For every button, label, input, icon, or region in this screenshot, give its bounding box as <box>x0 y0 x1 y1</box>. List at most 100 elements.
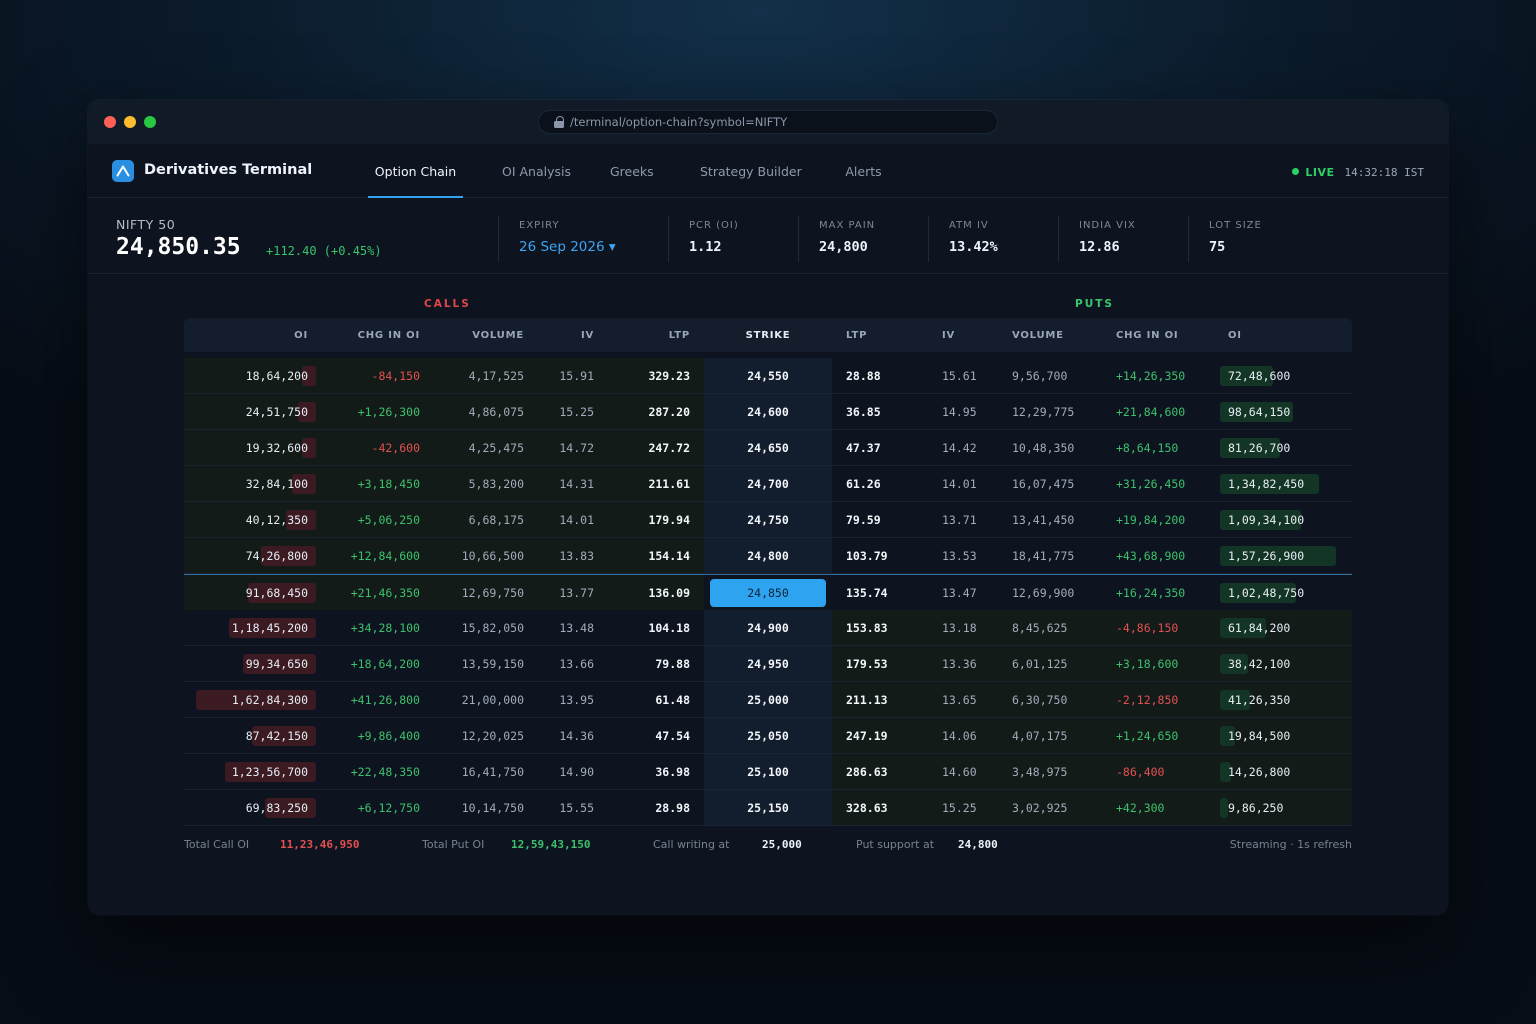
column-header-put-ltp[interactable]: LTP <box>846 330 868 341</box>
metric-label: ATM IV <box>949 220 989 231</box>
strike-cell[interactable]: 25,050 <box>747 729 789 743</box>
strike-bg <box>704 754 832 789</box>
expiry-selector[interactable]: EXPIRY 26 Sep 2026 ▾ <box>498 216 616 262</box>
table-row[interactable]: 40,12,350 +5,06,250 6,68,175 14.01 179.94 24,… <box>184 502 1352 538</box>
table-row[interactable]: 1,62,84,300 +41,26,800 21,00,000 13.95 61.48… <box>184 682 1352 718</box>
call-ltp-cell[interactable]: 28.98 <box>655 801 690 815</box>
table-row[interactable]: 1,18,45,200 +34,28,100 15,82,050 13.48 104.1… <box>184 610 1352 646</box>
strike-cell[interactable]: 24,800 <box>747 549 789 563</box>
call-ltp-cell[interactable]: 247.72 <box>648 441 690 455</box>
put-ltp-cell[interactable]: 28.88 <box>846 369 881 383</box>
strike-cell[interactable]: 25,150 <box>747 801 789 815</box>
call-ltp-cell[interactable]: 104.18 <box>648 621 690 635</box>
call-ltp-cell[interactable]: 154.14 <box>648 549 690 563</box>
call-ltp-cell[interactable]: 287.20 <box>648 405 690 419</box>
call-volume-cell: 13,59,150 <box>461 657 524 671</box>
tab-strategy-builder[interactable]: Strategy Builder <box>700 164 802 179</box>
put-oi-bar <box>1220 474 1319 494</box>
put-oi-bar <box>1220 618 1266 638</box>
call-oi-bar <box>298 402 316 422</box>
call-chg-oi-cell: +5,06,250 <box>357 513 420 527</box>
column-header-call-oi[interactable]: OI <box>294 330 308 341</box>
call-ltp-cell[interactable]: 211.61 <box>648 477 690 491</box>
put-ltp-cell[interactable]: 103.79 <box>846 549 888 563</box>
put-chg-oi-cell: +16,24,350 <box>1116 586 1186 600</box>
tab-greeks[interactable]: Greeks <box>610 164 654 179</box>
column-header-put-chg-oi[interactable]: CHG IN OI <box>1116 330 1179 341</box>
table-row[interactable]: 99,34,650 +18,64,200 13,59,150 13.66 79.88 24… <box>184 646 1352 682</box>
minimize-window-button[interactable] <box>124 116 136 128</box>
strike-cell[interactable]: 24,900 <box>747 621 789 635</box>
put-ltp-cell[interactable]: 247.19 <box>846 729 888 743</box>
call-ltp-cell[interactable]: 179.94 <box>648 513 690 527</box>
column-header-put-iv[interactable]: IV <box>942 330 956 341</box>
put-ltp-cell[interactable]: 179.53 <box>846 657 888 671</box>
address-bar[interactable]: /terminal/option-chain?symbol=NIFTY <box>538 110 998 134</box>
put-ltp-cell[interactable]: 286.63 <box>846 765 888 779</box>
strike-cell[interactable]: 24,600 <box>747 405 789 419</box>
expiry-value[interactable]: 26 Sep 2026 ▾ <box>519 239 616 255</box>
table-row[interactable]: 87,42,150 +9,86,400 12,20,025 14.36 47.54 25,… <box>184 718 1352 754</box>
column-header-call-iv[interactable]: IV <box>580 330 594 341</box>
call-ltp-cell[interactable]: 136.09 <box>648 586 690 600</box>
put-oi-bar <box>1220 583 1296 603</box>
lock-icon <box>554 116 564 128</box>
metric-lot-size: LOT SIZE 75 <box>1188 216 1262 262</box>
call-oi-bar <box>292 474 316 494</box>
put-ltp-cell[interactable]: 36.85 <box>846 405 881 419</box>
strike-cell[interactable]: 24,750 <box>747 513 789 527</box>
put-oi-cell: 38,42,100 <box>1228 657 1291 671</box>
app-name: Derivatives Terminal <box>144 162 313 178</box>
table-row[interactable]: 74,26,800 +12,84,600 10,66,500 13.83 154.14 2… <box>184 538 1352 574</box>
strike-cell[interactable]: 24,950 <box>747 657 789 671</box>
put-ltp-cell[interactable]: 135.74 <box>846 586 888 600</box>
put-oi-cell: 19,84,500 <box>1228 729 1291 743</box>
call-oi-bar <box>302 366 316 386</box>
call-iv-cell: 14.72 <box>559 441 594 455</box>
tab-alerts[interactable]: Alerts <box>845 164 882 179</box>
table-row[interactable]: 19,32,600 -42,600 4,25,475 14.72 247.72 24,65… <box>184 430 1352 466</box>
put-iv-cell: 14.06 <box>942 729 977 743</box>
table-row[interactable]: 69,83,250 +6,12,750 10,14,750 15.55 28.98 25,… <box>184 790 1352 826</box>
table-row[interactable]: 1,23,56,700 +22,48,350 16,41,750 14.90 36.98… <box>184 754 1352 790</box>
put-ltp-cell[interactable]: 79.59 <box>846 513 881 527</box>
column-header-call-ltp[interactable]: LTP <box>668 330 690 341</box>
strike-cell[interactable]: 25,000 <box>747 693 789 707</box>
call-chg-oi-cell: +34,28,100 <box>350 621 420 635</box>
call-ltp-cell[interactable]: 79.88 <box>655 657 690 671</box>
put-chg-oi-cell: -86,400 <box>1116 765 1165 779</box>
column-header-put-volume[interactable]: VOLUME <box>1012 330 1064 341</box>
put-oi-bar <box>1220 546 1336 566</box>
table-row[interactable]: 24,51,750 +1,26,300 4,86,075 15.25 287.20 24,… <box>184 394 1352 430</box>
close-window-button[interactable] <box>104 116 116 128</box>
maximize-window-button[interactable] <box>144 116 156 128</box>
strike-cell[interactable]: 25,100 <box>747 765 789 779</box>
table-row[interactable]: 18,64,200 -84,150 4,17,525 15.91 329.23 24,55… <box>184 358 1352 394</box>
strike-cell[interactable]: 24,550 <box>747 369 789 383</box>
call-chg-oi-cell: -42,600 <box>371 441 420 455</box>
column-header-strike[interactable]: STRIKE <box>745 330 791 341</box>
call-ltp-cell[interactable]: 36.98 <box>655 765 690 779</box>
column-header-call-volume[interactable]: VOLUME <box>472 330 524 341</box>
call-chg-oi-cell: +9,86,400 <box>357 729 420 743</box>
strike-cell[interactable]: 24,700 <box>747 477 789 491</box>
strike-cell[interactable]: 24,650 <box>747 441 789 455</box>
call-ltp-cell[interactable]: 47.54 <box>655 729 690 743</box>
put-ltp-cell[interactable]: 211.13 <box>846 693 888 707</box>
put-ltp-cell[interactable]: 47.37 <box>846 441 881 455</box>
put-ltp-cell[interactable]: 61.26 <box>846 477 881 491</box>
table-row-atm[interactable]: 91,68,450 +21,46,350 12,69,750 13.77 136.09 2… <box>184 574 1352 610</box>
call-side-bg <box>184 358 704 393</box>
call-ltp-cell[interactable]: 61.48 <box>655 693 690 707</box>
put-ltp-cell[interactable]: 328.63 <box>846 801 888 815</box>
put-chg-oi-cell: -4,86,150 <box>1116 621 1179 635</box>
put-ltp-cell[interactable]: 153.83 <box>846 621 888 635</box>
table-row[interactable]: 32,84,100 +3,18,450 5,83,200 14.31 211.61 24,… <box>184 466 1352 502</box>
strike-cell[interactable]: 24,850 <box>747 586 789 600</box>
atm-strike-highlight <box>710 579 826 607</box>
column-header-put-oi[interactable]: OI <box>1228 330 1242 341</box>
tab-oi-analysis[interactable]: OI Analysis <box>502 164 572 179</box>
call-ltp-cell[interactable]: 329.23 <box>648 369 690 383</box>
tab-option-chain[interactable]: Option Chain <box>368 144 463 198</box>
column-header-call-chg-oi[interactable]: CHG IN OI <box>357 330 420 341</box>
